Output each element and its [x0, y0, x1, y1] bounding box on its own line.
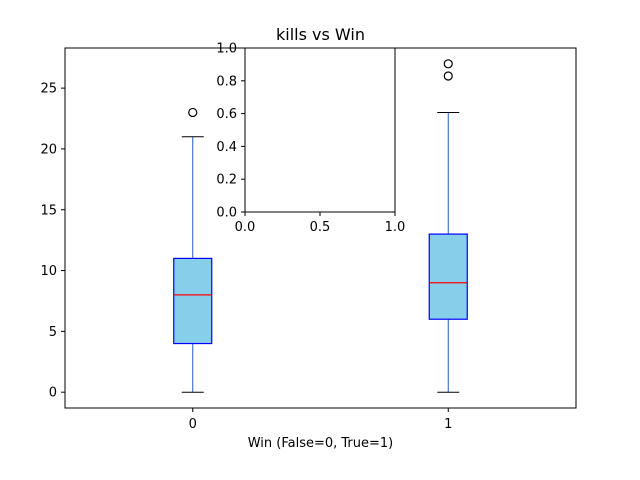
x-tick-label: 0 — [189, 417, 197, 432]
box-body — [428, 233, 468, 320]
y-tick-label: 25 — [40, 82, 57, 97]
inset-x-tick-label: 0.0 — [235, 220, 256, 235]
y-tick-label: 15 — [40, 203, 57, 218]
inset-y-tick-label: 1.0 — [216, 42, 237, 57]
inset-y-tick-label: 0.4 — [216, 140, 237, 155]
inset-axes: 0.0 0.2 0.4 0.6 0.8 1.0 0.0 0.5 1.0 — [216, 42, 405, 236]
inset-y-tick-label: 0.2 — [216, 173, 237, 188]
outlier-point — [443, 59, 453, 69]
inset-y-tick-label: 0.8 — [216, 74, 237, 89]
x-tick-label: 1 — [444, 417, 452, 432]
outlier-point — [188, 107, 198, 118]
inset-x-tick-label: 1.0 — [385, 220, 406, 235]
y-tick-label: 10 — [40, 264, 57, 279]
box-body — [173, 257, 213, 345]
inset-frame — [244, 47, 396, 213]
x-axis-label: Win (False=0, True=1) — [248, 436, 394, 451]
outlier-point — [443, 71, 453, 81]
y-tick-label: 20 — [40, 142, 57, 157]
inset-y-tick-label: 0.0 — [216, 206, 237, 221]
chart-title: kills vs Win — [276, 25, 365, 44]
y-tick-label: 5 — [49, 325, 57, 340]
y-tick-label: 0 — [49, 386, 57, 401]
main-axes: kills vs Win 0 5 10 15 20 25 0 1 Win (False=0, Tr… — [40, 25, 577, 451]
inset-x-tick-label: 0.5 — [310, 220, 331, 235]
inset-y-tick-label: 0.6 — [216, 107, 237, 122]
